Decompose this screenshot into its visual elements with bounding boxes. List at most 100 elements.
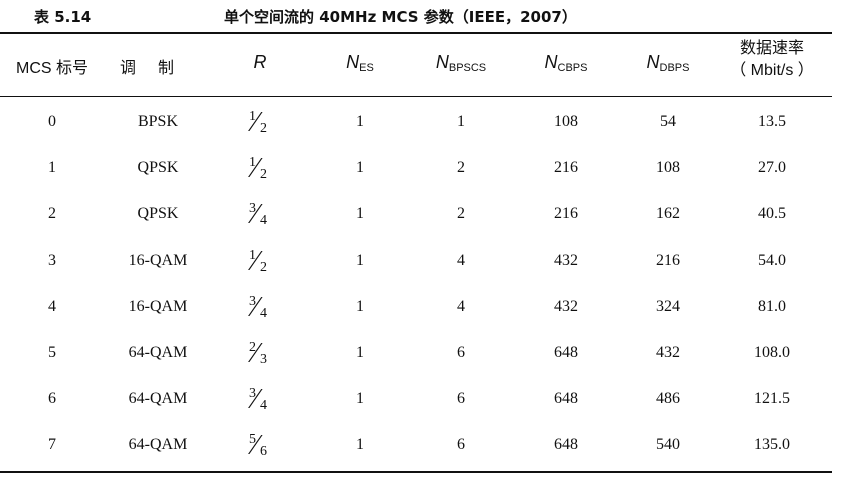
coding-rate-numerator: 1 — [249, 109, 256, 124]
cell-coding-rate: 3 ⁄ 4 — [247, 291, 273, 323]
bottom-rule — [0, 471, 832, 473]
cell-ndbps: 540 — [656, 436, 680, 454]
cell-nbpscs: 4 — [457, 297, 465, 315]
table-row: 1 QPSK 1 ⁄ 2 1 2 216 108 27.0 — [0, 145, 832, 193]
cell-coding-rate: 3 ⁄ 4 — [247, 384, 273, 416]
cell-nbpscs: 6 — [457, 436, 465, 454]
cell-coding-rate: 3 ⁄ 4 — [247, 199, 273, 230]
coding-rate-numerator: 2 — [249, 340, 256, 355]
cell-nbpscs: 1 — [457, 113, 465, 130]
cell-data-rate: 108.0 — [754, 344, 790, 361]
cell-ncbps: 108 — [554, 113, 578, 130]
coding-rate-numerator: 1 — [249, 247, 256, 263]
fraction-slash: ⁄ — [253, 291, 258, 323]
cell-ndbps: 108 — [656, 159, 680, 177]
header-nes: NES — [346, 52, 374, 74]
coding-rate-numerator: 5 — [249, 432, 256, 448]
cell-nes: 1 — [356, 113, 364, 130]
cell-modulation: QPSK — [137, 205, 179, 223]
table-row: 2 QPSK 3 ⁄ 4 1 2 216 162 40.5 — [0, 191, 832, 239]
cell-modulation: BPSK — [137, 113, 179, 130]
fraction-slash: ⁄ — [253, 384, 258, 416]
table-number: 表 5.14 — [34, 8, 92, 26]
cell-mcs: 1 — [48, 159, 56, 177]
cell-data-rate: 13.5 — [758, 113, 786, 130]
cell-ncbps: 216 — [554, 159, 578, 177]
cell-mcs: 7 — [48, 436, 56, 454]
header-ndbps: NDBPS — [646, 52, 690, 74]
cell-mcs: 4 — [48, 297, 56, 315]
cell-mcs: 0 — [48, 113, 56, 130]
cell-coding-rate: 1 ⁄ 2 — [247, 153, 273, 185]
cell-ndbps: 432 — [656, 344, 680, 361]
coding-rate-denominator: 4 — [260, 213, 267, 229]
cell-ncbps: 648 — [554, 436, 578, 454]
cell-data-rate: 81.0 — [758, 297, 786, 315]
coding-rate-numerator: 1 — [249, 155, 256, 171]
cell-nbpscs: 2 — [457, 159, 465, 177]
table-title: 单个空间流的 40MHz MCS 参数（IEEE，2007） — [224, 8, 577, 26]
cell-nbpscs: 2 — [457, 205, 465, 223]
fraction-slash: ⁄ — [253, 430, 258, 462]
header-nbpscs: NBPSCS — [435, 52, 487, 74]
coding-rate-numerator: 3 — [249, 293, 256, 309]
top-rule — [0, 32, 832, 34]
fraction-slash: ⁄ — [253, 245, 258, 277]
cell-data-rate: 40.5 — [758, 205, 786, 223]
cell-modulation: 64-QAM — [128, 436, 188, 454]
cell-nes: 1 — [356, 159, 364, 177]
cell-data-rate: 121.5 — [754, 390, 790, 408]
cell-nes: 1 — [356, 251, 364, 269]
header-rate-line1: 数据速率 — [739, 40, 805, 57]
cell-nes: 1 — [356, 205, 364, 223]
cell-nes: 1 — [356, 297, 364, 315]
table-row: 6 64-QAM 3 ⁄ 4 1 6 648 486 121.5 — [0, 376, 832, 424]
cell-modulation: 64-QAM — [128, 344, 188, 361]
coding-rate-denominator: 3 — [260, 352, 267, 367]
cell-nes: 1 — [356, 344, 364, 361]
cell-nes: 1 — [356, 390, 364, 408]
header-rate: 数据速率 （ Mbit/s ） — [730, 38, 814, 82]
header-ncbps: NCBPS — [544, 52, 588, 74]
cell-coding-rate: 2 ⁄ 3 — [247, 338, 273, 369]
cell-modulation: 16-QAM — [128, 251, 188, 269]
cell-nbpscs: 6 — [457, 390, 465, 408]
cell-ncbps: 432 — [554, 297, 578, 315]
cell-coding-rate: 1 ⁄ 2 — [247, 107, 273, 138]
cell-ndbps: 54 — [660, 113, 676, 130]
cell-ncbps: 648 — [554, 344, 578, 361]
coding-rate-denominator: 2 — [260, 167, 267, 183]
cell-ncbps: 432 — [554, 251, 578, 269]
header-r: R — [253, 52, 267, 72]
fraction-slash: ⁄ — [253, 153, 258, 185]
cell-data-rate: 27.0 — [758, 159, 786, 177]
cell-nbpscs: 6 — [457, 344, 465, 361]
cell-data-rate: 135.0 — [754, 436, 790, 454]
table-row: 3 16-QAM 1 ⁄ 2 1 4 432 216 54.0 — [0, 238, 832, 286]
table-caption: 表 5.14 单个空间流的 40MHz MCS 参数（IEEE，2007） — [0, 4, 846, 28]
coding-rate-numerator: 3 — [249, 386, 256, 402]
cell-nes: 1 — [356, 436, 364, 454]
coding-rate-denominator: 2 — [260, 259, 267, 275]
header-rule — [0, 96, 832, 97]
coding-rate-denominator: 2 — [260, 121, 267, 136]
cell-coding-rate: 5 ⁄ 6 — [247, 430, 273, 462]
cell-coding-rate: 1 ⁄ 2 — [247, 245, 273, 277]
cell-ndbps: 324 — [656, 297, 680, 315]
table-row: 0 BPSK 1 ⁄ 2 1 1 108 54 13.5 — [0, 99, 832, 147]
cell-mcs: 6 — [48, 390, 56, 408]
cell-ndbps: 216 — [656, 251, 680, 269]
coding-rate-numerator: 3 — [249, 201, 256, 217]
table-row: 7 64-QAM 5 ⁄ 6 1 6 648 540 135.0 — [0, 422, 832, 470]
cell-ndbps: 162 — [656, 205, 680, 223]
coding-rate-denominator: 4 — [260, 398, 267, 414]
cell-ncbps: 648 — [554, 390, 578, 408]
fraction-slash: ⁄ — [253, 107, 258, 138]
coding-rate-denominator: 4 — [260, 305, 267, 321]
header-mcs: MCS 标号 — [15, 60, 89, 77]
cell-modulation: QPSK — [137, 159, 179, 177]
table-row: 4 16-QAM 3 ⁄ 4 1 4 432 324 81.0 — [0, 284, 832, 332]
cell-nbpscs: 4 — [457, 251, 465, 269]
cell-mcs: 5 — [48, 344, 56, 361]
cell-mcs: 2 — [48, 205, 56, 223]
